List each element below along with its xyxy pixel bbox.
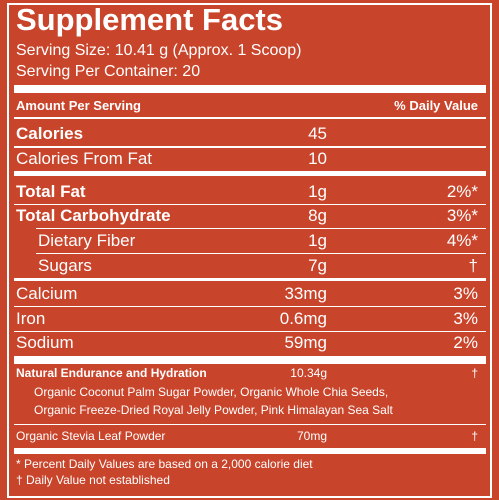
serving-size: Serving Size: 10.41 g (Approx. 1 Scoop)	[16, 42, 302, 59]
rule	[14, 204, 486, 205]
dv-header: % Daily Value	[394, 98, 478, 113]
stevia-dv: †	[471, 429, 478, 443]
rule	[14, 146, 486, 148]
nutrient-amount: 1g	[308, 231, 327, 250]
nutrient-dv: 2%*	[446, 182, 478, 201]
rule	[14, 356, 486, 364]
rule	[14, 171, 486, 176]
nutrient-dv: 3%*	[446, 206, 478, 225]
blend-amount: 10.34g	[290, 366, 327, 380]
rule	[14, 85, 486, 93]
ingredients: Organic Freeze-Dried Royal Jelly Powder,…	[34, 403, 393, 417]
nutrient-amount: 0.6mg	[279, 309, 327, 328]
ingredients: Organic Coconut Palm Sugar Powder, Organ…	[34, 385, 389, 399]
stevia-name: Organic Stevia Leaf Powder	[16, 429, 166, 443]
servings: Serving Per Container: 20	[16, 63, 201, 80]
nutrient-name: Iron	[16, 309, 46, 328]
rule	[14, 117, 486, 119]
nutrient-name: Dietary Fiber	[38, 231, 136, 250]
stevia-amount: 70mg	[296, 429, 327, 443]
title: Supplement Facts	[16, 2, 283, 37]
amount-header: Amount Per Serving	[16, 98, 141, 113]
rule	[14, 306, 486, 307]
nutrient-name: Calories From Fat	[16, 149, 153, 168]
frame	[7, 3, 492, 498]
rule	[14, 278, 486, 281]
nutrient-amount: 10	[308, 149, 327, 168]
rule	[14, 424, 486, 425]
rule	[36, 253, 486, 254]
nutrient-name: Calories	[16, 124, 84, 143]
nutrient-dv: 4%*	[446, 231, 478, 250]
nutrient-amount: 33mg	[284, 284, 327, 303]
nutrient-name: Sodium	[16, 333, 74, 352]
nutrient-amount: 7g	[308, 256, 327, 275]
nutrient-amount: 59mg	[284, 333, 327, 352]
nutrient-dv: 2%	[453, 333, 478, 352]
nutrient-dv: 3%	[453, 309, 478, 328]
nutrient-amount: 1g	[308, 182, 327, 201]
rule	[14, 331, 486, 332]
rule	[36, 228, 486, 229]
nutrient-amount: 8g	[308, 206, 327, 225]
nutrient-name: Total Fat	[16, 182, 86, 201]
nutrient-name: Calcium	[16, 284, 78, 303]
blend-dv: †	[471, 366, 478, 380]
nutrient-amount: 45	[308, 124, 327, 143]
footnote: * Percent Daily Values are based on a 2,…	[16, 457, 313, 471]
nutrient-name: Total Carbohydrate	[16, 206, 171, 225]
nutrient-name: Sugars	[38, 256, 92, 275]
nutrient-dv: †	[468, 256, 478, 275]
footnote: † Daily Value not established	[16, 473, 170, 487]
blend-name: Natural Endurance and Hydration	[16, 366, 207, 380]
nutrient-dv: 3%	[453, 284, 478, 303]
rule	[14, 448, 486, 454]
